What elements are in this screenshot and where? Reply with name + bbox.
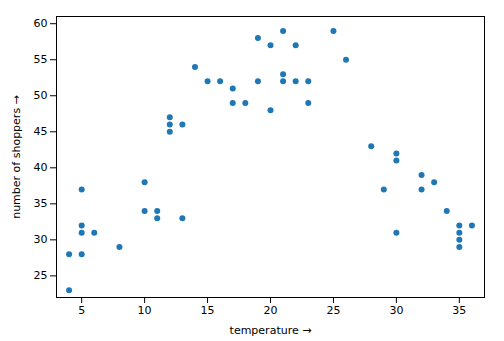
svg-text:5: 5 [78,304,85,317]
svg-text:25: 25 [326,304,340,317]
svg-text:25: 25 [34,269,48,282]
svg-text:60: 60 [34,17,48,30]
svg-text:30: 30 [34,233,48,246]
svg-text:30: 30 [389,304,403,317]
svg-text:50: 50 [34,89,48,102]
svg-text:15: 15 [201,304,215,317]
svg-text:55: 55 [34,53,48,66]
svg-text:number of shoppers →: number of shoppers → [10,95,23,219]
svg-text:45: 45 [34,125,48,138]
svg-text:20: 20 [264,304,278,317]
svg-text:35: 35 [452,304,466,317]
svg-text:10: 10 [138,304,152,317]
svg-text:35: 35 [34,197,48,210]
svg-text:40: 40 [34,161,48,174]
svg-text:temperature →: temperature → [230,324,312,337]
